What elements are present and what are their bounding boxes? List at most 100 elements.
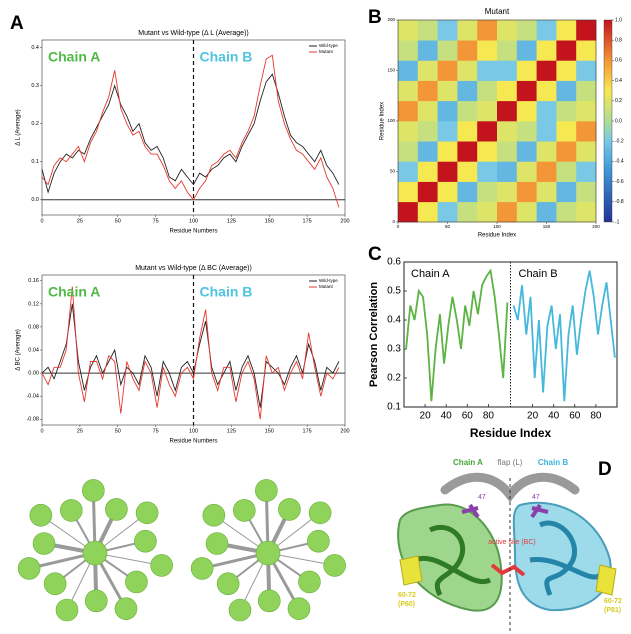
heatmap-cell — [517, 141, 537, 162]
heatmap-cell — [477, 81, 497, 102]
structure-label: 47 — [478, 494, 486, 501]
region-right — [596, 565, 616, 595]
heatmap-cell — [418, 182, 438, 203]
network-node — [134, 530, 156, 552]
heatmap-cell — [497, 141, 517, 162]
heatmap-cell — [537, 20, 557, 41]
network-node — [60, 499, 82, 521]
x-tick-label: 150 — [543, 224, 551, 229]
heatmap-cell — [556, 121, 576, 142]
heatmap-cell — [517, 182, 537, 203]
x-tick-label: 20 — [420, 411, 432, 422]
heatmap-cell — [398, 161, 418, 182]
heatmap-cell — [537, 121, 557, 142]
network-node — [105, 498, 127, 520]
x-tick-label: 200 — [340, 428, 349, 434]
colorbar-tick-label: -0.8 — [615, 199, 624, 205]
heatmap-cell — [497, 81, 517, 102]
heatmap-cell — [457, 141, 477, 162]
heatmap-cell — [438, 81, 458, 102]
x-tick-label: 125 — [227, 428, 236, 434]
colorbar-tick-label: 1.0 — [615, 17, 622, 23]
x-axis-label: Residue Index — [478, 233, 516, 239]
network-node — [309, 502, 331, 524]
heatmap-cell — [517, 40, 537, 61]
series-line — [406, 271, 507, 402]
structure-label: Chain A — [453, 458, 483, 467]
x-tick-label: 40 — [548, 411, 560, 422]
x-tick-label: 80 — [590, 411, 602, 422]
heatmap-cell — [457, 182, 477, 203]
colorbar — [604, 20, 612, 222]
structure-label: (P81) — [604, 607, 621, 614]
heatmap-cell — [576, 182, 596, 203]
network-node — [206, 532, 228, 554]
x-axis-label: Residue Index — [470, 426, 552, 440]
heatmap-cell — [517, 60, 537, 81]
heatmap-cell — [537, 81, 557, 102]
heatmap-cell — [398, 101, 418, 122]
heatmap-cell — [556, 141, 576, 162]
x-tick-label: 25 — [77, 428, 83, 434]
network-node — [56, 599, 78, 621]
heatmap-cell — [537, 202, 557, 223]
y-tick-label: 0.0 — [31, 197, 39, 203]
heatmap-cell — [497, 101, 517, 122]
x-tick-label: 200 — [340, 218, 349, 224]
colorbar-tick-label: -1 — [615, 219, 620, 225]
y-tick-label: 50 — [390, 169, 396, 174]
heatmap-cell — [398, 141, 418, 162]
colorbar-tick-label: 0.2 — [615, 98, 622, 104]
heatmap-cell — [556, 81, 576, 102]
heatmap-cell — [576, 141, 596, 162]
colorbar-tick-label: 0.4 — [615, 78, 622, 84]
heatmap-cell — [398, 182, 418, 203]
legend-label: Wild-type — [319, 43, 338, 48]
structure-label: flap (L) — [498, 458, 523, 467]
heatmap-cell — [556, 20, 576, 41]
heatmap-cell — [517, 121, 537, 142]
network-node — [258, 590, 280, 612]
network-node — [82, 479, 104, 501]
chart-title: Mutant vs Wild-type (Δ L (Average)) — [138, 30, 249, 37]
y-tick-label: 0.3 — [387, 344, 401, 355]
legend-label: Wild-type — [319, 278, 338, 283]
x-tick-label: 100 — [493, 224, 501, 229]
y-tick-label: 0 — [392, 219, 395, 224]
panel-label: C — [368, 244, 382, 265]
heatmap-cell — [497, 161, 517, 182]
series-line — [514, 271, 615, 402]
heatmap-cell — [438, 121, 458, 142]
heatmap-cell — [418, 81, 438, 102]
chart-title: Mutant — [485, 7, 510, 16]
heatmap-cell — [398, 121, 418, 142]
x-tick-label: 50 — [445, 224, 451, 229]
heatmap-cell — [556, 40, 576, 61]
heatmap-cell — [438, 141, 458, 162]
colorbar-tick-label: 0.0 — [615, 118, 622, 124]
x-tick-label: 40 — [441, 411, 453, 422]
series-label: Chain B — [519, 268, 558, 280]
y-tick-label: -0.08 — [26, 417, 39, 423]
x-tick-label: 100 — [189, 428, 198, 434]
heatmap-cell — [418, 161, 438, 182]
series-line — [42, 74, 339, 192]
network-node — [298, 571, 320, 593]
network-node — [307, 530, 329, 552]
heatmap-cell — [556, 182, 576, 203]
x-tick-label: 125 — [227, 218, 236, 224]
heatmap-cell — [497, 182, 517, 203]
network-node — [255, 479, 277, 501]
x-tick-label: 20 — [527, 411, 539, 422]
heatmap-cell — [457, 81, 477, 102]
y-axis-label: Residue Index — [380, 102, 386, 140]
heatmap-cell — [438, 20, 458, 41]
x-tick-label: 100 — [189, 218, 198, 224]
x-tick-label: 60 — [462, 411, 474, 422]
x-tick-label: 50 — [115, 428, 121, 434]
heatmap-cell — [457, 60, 477, 81]
heatmap-cell — [537, 60, 557, 81]
chain-annotation: Chain A — [48, 49, 100, 65]
x-tick-label: 175 — [303, 218, 312, 224]
heatmap-cell — [576, 121, 596, 142]
